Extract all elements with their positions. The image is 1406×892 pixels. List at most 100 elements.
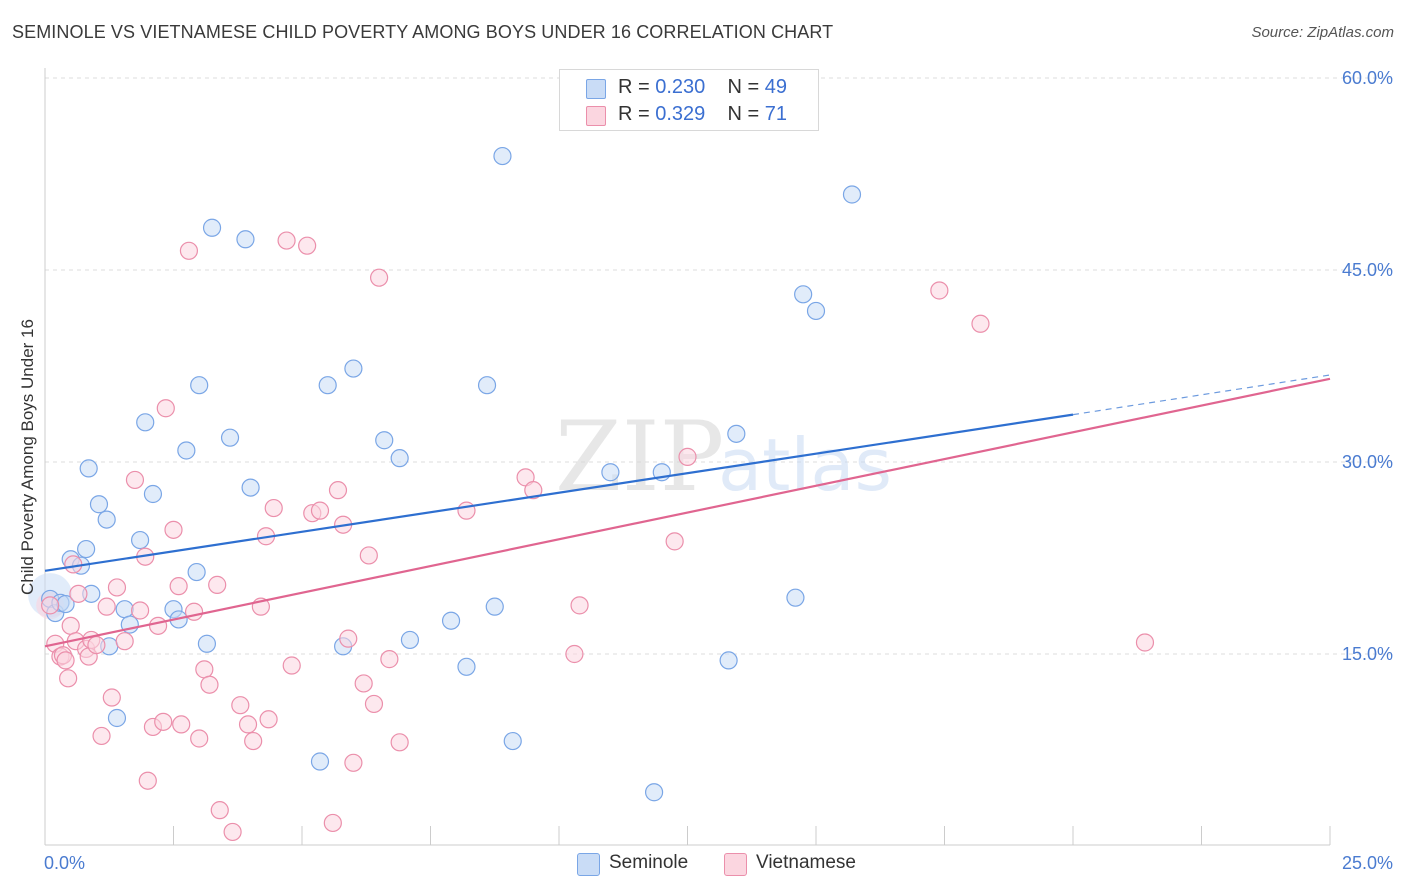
seminole-legend-swatch [577, 853, 600, 876]
seminole-point [177, 441, 196, 460]
vietnamese-point [97, 597, 116, 616]
seminole-point [485, 597, 504, 616]
vietnamese-point [298, 236, 317, 255]
vietnamese-point [238, 715, 258, 734]
legend-row-seminole-text: R = 0.230 N = 49 [618, 76, 787, 99]
vietnamese-point [156, 399, 175, 418]
x-tick-label: 25.0% [1342, 853, 1393, 873]
seminole-point [477, 376, 497, 395]
vietnamese-point [169, 577, 188, 596]
seminole-point [89, 495, 109, 514]
vietnamese-point [390, 733, 409, 752]
vietnamese-point [344, 753, 363, 772]
vietnamese-point [930, 281, 949, 300]
seminole-point [344, 359, 363, 378]
vietnamese-point [971, 314, 990, 333]
r-value: 0.230 [655, 76, 706, 98]
tick-labels: 15.0% 30.0% 45.0% 60.0% 0.0% 25.0% [44, 68, 1393, 873]
seminole-point [97, 510, 116, 529]
watermark: ZIP atlas [555, 401, 892, 513]
legend-row-vietnamese-text: R = 0.329 N = 71 [618, 103, 787, 126]
vietnamese-point [61, 616, 80, 635]
vietnamese-point [1135, 633, 1155, 652]
vietnamese-point [380, 650, 399, 669]
vietnamese-point [370, 268, 389, 287]
y-tick-label: 45.0% [1342, 260, 1393, 280]
r-label: R = [618, 76, 650, 98]
vietnamese-point [310, 501, 330, 520]
r-value: 0.329 [655, 103, 706, 125]
seminole-point [220, 428, 240, 447]
vietnamese-point [107, 578, 127, 597]
y-tick-label: 60.0% [1342, 68, 1393, 88]
vietnamese-point [164, 520, 183, 539]
seminole-point [503, 731, 522, 751]
vietnamese-point [339, 629, 358, 648]
seminole-trend-line [44, 413, 1074, 572]
vietnamese-point [264, 498, 283, 518]
n-label: N = [727, 103, 760, 125]
n-value: 49 [764, 76, 788, 98]
vietnamese-legend-swatch [724, 853, 747, 876]
stats-legend: R = 0.230 N = 49 R = 0.329 N = 71 [559, 69, 819, 131]
vietnamese-point [148, 616, 168, 635]
trend-lines [44, 374, 1331, 648]
seminole-point [727, 424, 746, 443]
vietnamese-point [190, 729, 209, 748]
vietnamese-point [87, 635, 106, 655]
vietnamese-point [570, 596, 589, 615]
chart-title: SEMINOLE VS VIETNAMESE CHILD POVERTY AMO… [12, 22, 834, 42]
vietnamese-point [328, 481, 348, 500]
vietnamese-point [41, 596, 60, 615]
seminole-point [130, 530, 150, 550]
source-credit: Source: ZipAtlas.com [1251, 24, 1394, 41]
y-axis-title: Child Poverty Among Boys Under 16 [18, 319, 37, 595]
vietnamese-point [665, 532, 684, 551]
seminole-point [806, 301, 826, 321]
seminole-point [786, 588, 805, 607]
vietnamese-point [115, 632, 134, 651]
seminole-point [136, 413, 155, 432]
y-tick-label: 15.0% [1342, 644, 1393, 664]
vietnamese-point [130, 601, 150, 620]
seminole-point [197, 634, 217, 653]
y-tick-label: 30.0% [1342, 452, 1393, 472]
vietnamese-point [524, 481, 543, 500]
seminole-point [202, 218, 222, 237]
seminole-point [493, 146, 512, 166]
vietnamese-point [244, 731, 263, 751]
vietnamese-point [223, 822, 242, 842]
vietnamese-point [364, 694, 384, 714]
vietnamese-point [69, 584, 88, 603]
vietnamese-point [179, 241, 199, 260]
seminole-legend-label: Seminole [609, 852, 689, 873]
seminole-point [400, 630, 420, 650]
vietnamese-point [354, 674, 373, 693]
seminole-point [236, 230, 255, 249]
seminole-point [115, 600, 134, 619]
seminole-point [794, 285, 813, 304]
vietnamese-swatch [586, 106, 606, 126]
vietnamese-point [59, 669, 78, 688]
vietnamese-point [102, 688, 121, 707]
vietnamese-point [172, 715, 191, 734]
seminole-point [318, 376, 337, 395]
vietnamese-point [195, 660, 214, 679]
seminole-point [457, 657, 476, 676]
vietnamese-legend-label: Vietnamese [756, 852, 856, 873]
seminole-point [390, 449, 409, 468]
grid-lines [45, 77, 1392, 655]
seminole-point [842, 185, 862, 204]
seminole-point [644, 783, 664, 802]
seminole-point [190, 376, 209, 395]
data-points [28, 146, 1155, 842]
seminole-point [79, 459, 98, 478]
n-label: N = [727, 76, 760, 98]
seminole-point [375, 431, 394, 450]
vietnamese-point [138, 771, 157, 790]
vietnamese-point [154, 712, 173, 731]
watermark-zip: ZIP [555, 401, 724, 513]
seminole-point [719, 651, 738, 670]
vietnamese-point [282, 656, 301, 675]
x-tick-label: 0.0% [44, 853, 85, 873]
